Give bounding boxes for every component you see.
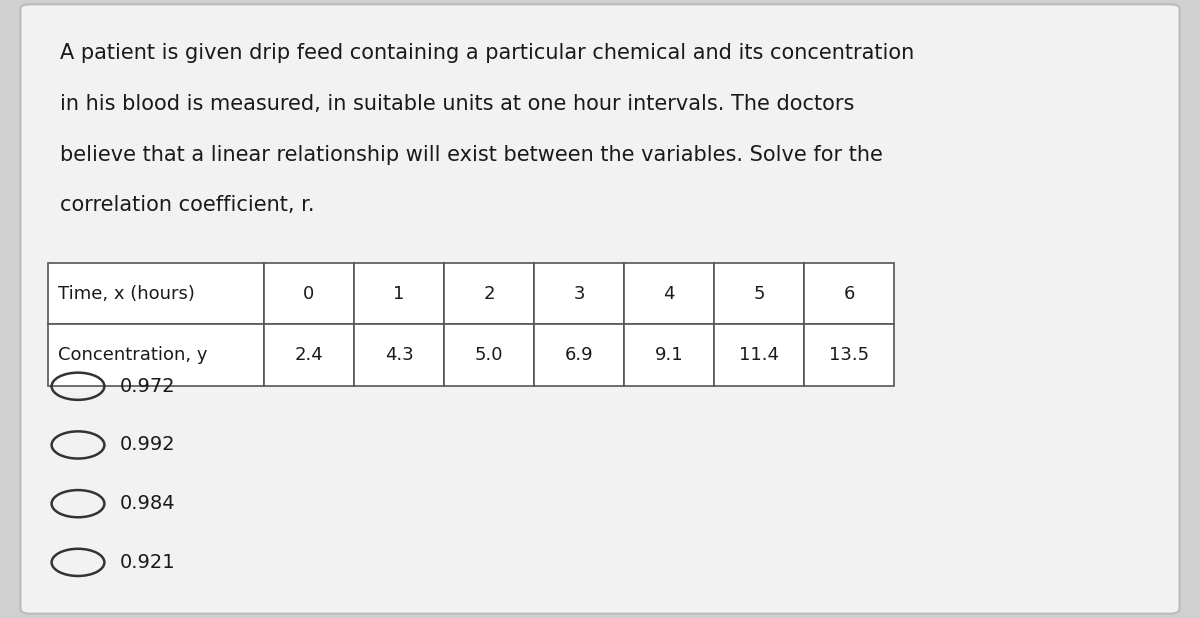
Text: 5.0: 5.0 [475, 346, 503, 365]
Text: 5: 5 [754, 284, 764, 303]
Bar [534, 324, 624, 386]
Text: 9.1: 9.1 [655, 346, 683, 365]
Text: 0.972: 0.972 [120, 377, 175, 396]
Text: 4: 4 [664, 284, 674, 303]
Bar [264, 263, 354, 324]
Bar [48, 324, 264, 386]
Bar [714, 324, 804, 386]
Text: 11.4: 11.4 [739, 346, 779, 365]
Text: 1: 1 [394, 284, 404, 303]
Bar [354, 324, 444, 386]
Text: 6.9: 6.9 [565, 346, 593, 365]
Text: in his blood is measured, in suitable units at one hour intervals. The doctors: in his blood is measured, in suitable un… [60, 94, 854, 114]
Text: A patient is given drip feed containing a particular chemical and its concentrat: A patient is given drip feed containing … [60, 43, 914, 63]
Bar [624, 324, 714, 386]
Text: Time, x (hours): Time, x (hours) [58, 284, 194, 303]
Text: 3: 3 [574, 284, 584, 303]
Text: 0: 0 [304, 284, 314, 303]
Bar [624, 263, 714, 324]
Text: 0.992: 0.992 [120, 436, 175, 454]
Text: 4.3: 4.3 [385, 346, 413, 365]
Text: 13.5: 13.5 [829, 346, 869, 365]
Bar [804, 324, 894, 386]
Bar [534, 263, 624, 324]
Bar [714, 263, 804, 324]
Bar [444, 263, 534, 324]
FancyBboxPatch shape [20, 4, 1180, 614]
Bar [444, 324, 534, 386]
Bar [264, 324, 354, 386]
Text: 2: 2 [484, 284, 494, 303]
Text: 0.984: 0.984 [120, 494, 175, 513]
Bar [354, 263, 444, 324]
Bar [48, 263, 264, 324]
Text: 2.4: 2.4 [295, 346, 323, 365]
Text: Concentration, y: Concentration, y [58, 346, 208, 365]
Text: 0.921: 0.921 [120, 553, 175, 572]
Bar [804, 263, 894, 324]
Text: believe that a linear relationship will exist between the variables. Solve for t: believe that a linear relationship will … [60, 145, 883, 164]
Text: correlation coefficient, r.: correlation coefficient, r. [60, 195, 314, 215]
Text: 6: 6 [844, 284, 854, 303]
